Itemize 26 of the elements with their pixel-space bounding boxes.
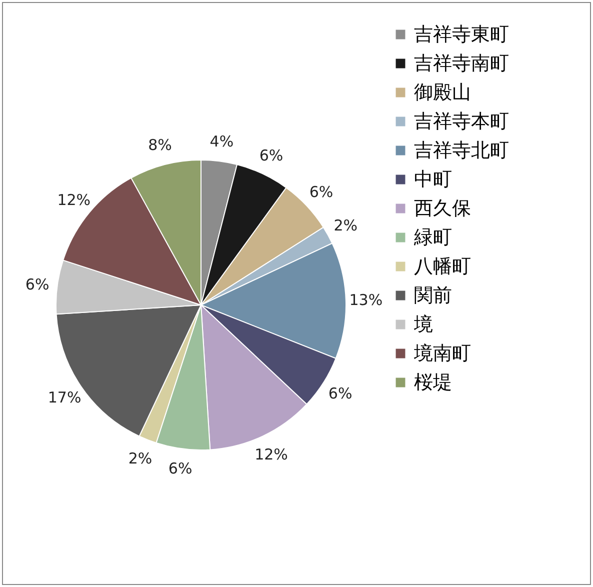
legend-label: 吉祥寺南町: [414, 52, 509, 74]
data-label: 6%: [328, 384, 352, 402]
data-label: 12%: [254, 445, 288, 464]
legend-label: 吉祥寺東町: [414, 24, 509, 46]
data-label: 13%: [349, 290, 383, 309]
data-label: 4%: [210, 132, 234, 150]
data-label: 6%: [259, 146, 284, 165]
legend-label: 西久保: [414, 198, 471, 220]
legend-label: 緑町: [413, 226, 452, 248]
legend-label: 吉祥寺北町: [414, 140, 509, 162]
data-label: 12%: [57, 190, 91, 209]
legend-label: 中町: [414, 168, 452, 190]
data-label: 6%: [309, 183, 334, 202]
data-label: 6%: [25, 275, 50, 294]
data-label: 2%: [128, 449, 152, 468]
data-label: 17%: [48, 388, 82, 407]
legend-label: 境南町: [413, 342, 471, 364]
legend-label: 関前: [414, 284, 452, 306]
legend-label: 境: [413, 314, 433, 336]
legend-label: 桜堤: [414, 372, 452, 394]
legend-label: 御殿山: [414, 82, 471, 104]
legend-label: 吉祥寺本町: [414, 110, 509, 132]
data-label: 6%: [168, 460, 192, 478]
data-label: 2%: [334, 216, 358, 235]
data-label: 8%: [148, 136, 172, 154]
legend-label: 八幡町: [414, 256, 471, 278]
